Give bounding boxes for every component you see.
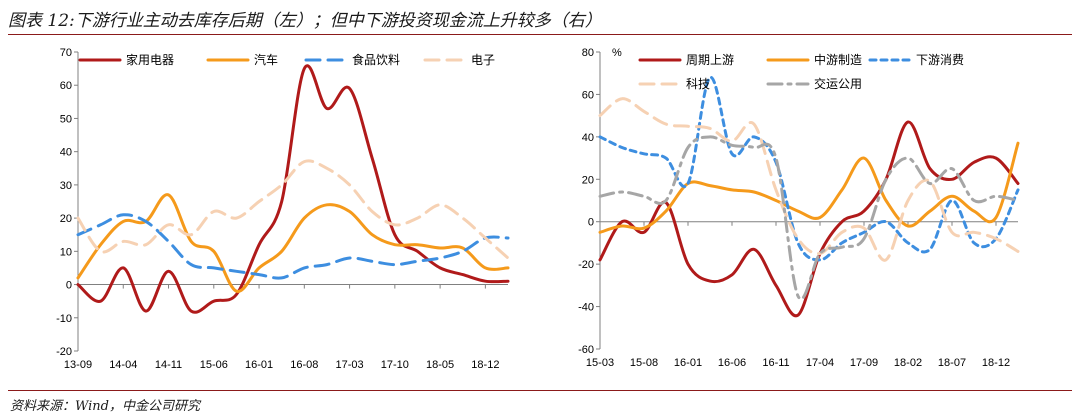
left-series-line-0 [76, 64, 510, 314]
left-x-tick-label: 17-10 [381, 359, 409, 371]
left-y-tick-label: 70 [60, 47, 72, 59]
right-series-line-1 [598, 141, 1020, 234]
left-x-tick-label: 16-08 [290, 359, 318, 371]
right-y-tick-label: 20 [582, 174, 594, 186]
source-note: 资料来源：Wind，中金公司研究 [10, 399, 200, 414]
left-y-tick-label: 30 [60, 180, 72, 192]
right-series-line-3 [598, 97, 1020, 262]
right-y-tick-label: 60 [582, 89, 594, 101]
left-x-tick-label: 14-04 [109, 359, 137, 371]
left-y-tick-label: 10 [60, 246, 72, 258]
bottom-rule [8, 390, 1072, 391]
left-y-tick-label: 0 [66, 280, 72, 292]
right-y-tick-label: 40 [582, 132, 594, 144]
right-x-tick-label: 16-06 [718, 357, 746, 369]
right-x-tick-label: 17-09 [850, 357, 878, 369]
left-x-tick-label: 18-12 [471, 359, 499, 371]
right-x-tick-label: 16-01 [674, 357, 702, 369]
left-x-tick-label: 14-11 [155, 359, 182, 371]
left-y-tick-label: -10 [56, 313, 72, 325]
right-legend-label-1: 中游制造 [814, 52, 862, 67]
right-y-tick-label: 80 [582, 47, 594, 59]
left-series-line-2 [76, 213, 510, 280]
right-series-line-2 [598, 75, 1020, 262]
right-y-tick-label: -60 [578, 344, 594, 356]
left-legend-label-1: 汽车 [254, 52, 278, 67]
left-y-tick-label: 50 [60, 113, 72, 125]
left-x-tick-label: 15-06 [200, 359, 228, 371]
right-x-tick-label: 18-07 [938, 357, 966, 369]
right-y-unit-label: % [612, 47, 622, 59]
figure-title: 图表 12:下游行业主动去库存后期（左）；但中下游投资现金流上升较多（右） [8, 11, 602, 31]
left-y-tick-label: 60 [60, 80, 72, 92]
left-chart: -20 -10 0 10 20 30 40 50 60 70 13-09 14-04 14-11 15-0… [56, 47, 510, 371]
left-x-tick-label: 16-01 [245, 359, 273, 371]
right-chart: -60 -40 -20 0 20 40 60 80 15-03 15-08 16-01 16-06 16… [578, 47, 1020, 369]
left-legend-label-2: 食品饮料 [352, 52, 400, 67]
right-x-tick-label: 18-12 [982, 357, 1010, 369]
right-legend-label-2: 下游消费 [916, 53, 964, 67]
left-x-tick-label: 13-09 [64, 359, 92, 371]
right-series-line-4 [598, 135, 1020, 301]
right-x-tick-label: 17-04 [806, 357, 834, 369]
right-x-tick-label: 16-11 [762, 357, 789, 369]
left-x-tick-label: 18-05 [426, 359, 454, 371]
right-legend-label-4: 交运公用 [814, 76, 862, 91]
right-y-tick-label: 0 [588, 217, 594, 229]
right-x-tick-label: 15-03 [586, 357, 614, 369]
left-y-tick-label: 20 [60, 213, 72, 225]
right-legend-label-3: 科技 [686, 77, 710, 91]
left-y-tick-label: -20 [56, 346, 72, 358]
right-y-tick-label: -40 [578, 302, 594, 314]
right-y-tick-label: -20 [578, 259, 594, 271]
left-y-tick-label: 40 [60, 147, 72, 159]
title-rule [8, 34, 1072, 35]
right-x-tick-label: 15-08 [630, 357, 658, 369]
left-series-line-3 [76, 159, 510, 260]
right-x-tick-label: 18-02 [894, 357, 922, 369]
left-legend-label-0: 家用电器 [126, 52, 174, 67]
left-x-tick-label: 17-03 [336, 359, 364, 371]
right-legend-label-0: 周期上游 [686, 53, 734, 67]
left-legend-label-3: 电子 [471, 53, 495, 67]
left-series-line-1 [76, 193, 510, 293]
